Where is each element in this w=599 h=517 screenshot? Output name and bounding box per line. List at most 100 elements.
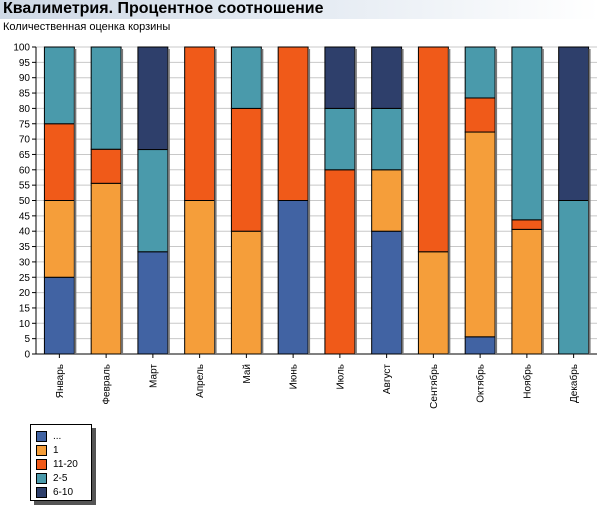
x-tick-label: Сентябрь	[428, 364, 440, 409]
bar-segment	[43, 123, 75, 201]
y-tick-label: 80	[19, 104, 31, 115]
y-tick-label: 90	[19, 73, 31, 84]
y-tick-label: 100	[13, 43, 30, 54]
bar-segment	[230, 46, 262, 109]
legend-label: ...	[53, 430, 62, 442]
bar-segment	[277, 200, 309, 355]
legend-label: 1	[53, 444, 59, 456]
bar-segment	[558, 46, 590, 201]
y-tick-label: 30	[19, 257, 31, 268]
bar-segment	[90, 46, 122, 150]
y-tick-label: 5	[24, 334, 30, 345]
bar-shadow	[401, 49, 404, 354]
bar-segment	[324, 46, 356, 109]
bar-shadow	[214, 49, 217, 354]
bar-segment	[43, 276, 75, 355]
legend-item: ...	[36, 429, 61, 443]
y-tick-label: 65	[19, 150, 31, 161]
bar-segment	[417, 251, 449, 355]
bar-segment	[230, 107, 262, 232]
y-tick-label: 40	[19, 227, 31, 238]
bar-segment	[511, 219, 543, 230]
bar-segment	[371, 107, 403, 171]
y-tick-label: 60	[19, 165, 31, 176]
legend-swatch	[36, 444, 47, 456]
bar-segment	[184, 200, 216, 355]
y-tick-label: 75	[19, 119, 31, 130]
bar-segment	[43, 46, 75, 125]
bar-shadow	[354, 49, 357, 354]
bar-shadow	[167, 49, 170, 354]
legend: ... 1 11-20 2-5 6-10	[30, 424, 92, 501]
bar-shadow	[541, 49, 544, 354]
bar-segment	[137, 46, 169, 151]
legend-label: 6-10	[53, 486, 74, 498]
x-tick-label: Январь	[55, 364, 66, 398]
chart-title: Квалиметрия. Процентное соотношение	[3, 0, 324, 17]
bar-segment	[464, 336, 496, 355]
bar-segment	[464, 97, 496, 133]
bar-shadow	[121, 49, 124, 354]
y-tick-label: 50	[19, 196, 31, 207]
y-tick-label: 35	[19, 242, 31, 253]
legend-item: 2-5	[36, 471, 67, 485]
x-tick-label: Ноябрь	[521, 364, 533, 399]
bar-shadow	[588, 49, 591, 354]
x-tick-label: Май	[242, 364, 253, 384]
x-tick-label: Октябрь	[475, 364, 487, 403]
bar-segment	[371, 169, 403, 232]
x-tick-label: Июль	[335, 364, 346, 390]
legend-item: 6-10	[36, 485, 73, 499]
x-tick-label: Июнь	[289, 364, 300, 389]
x-tick-label: Март	[148, 364, 159, 388]
bar-segment	[137, 251, 169, 355]
legend-item: 1	[36, 443, 59, 457]
x-tick-label: Август	[382, 364, 393, 395]
x-tick-label: Февраль	[102, 364, 113, 405]
y-tick-label: 85	[19, 89, 31, 100]
y-tick-label: 10	[19, 319, 31, 330]
bar-segment	[43, 200, 75, 278]
legend-label: 2-5	[53, 472, 68, 484]
legend-label: 11-20	[53, 458, 78, 470]
bar-segment	[277, 46, 309, 201]
bar-segment	[324, 107, 356, 171]
y-tick-label: 0	[24, 350, 30, 361]
y-tick-label: 95	[19, 58, 31, 69]
bar-shadow	[308, 49, 311, 354]
y-tick-label: 15	[19, 303, 31, 314]
y-tick-label: 45	[19, 211, 31, 222]
bar-segment	[558, 200, 590, 355]
chart-header	[0, 0, 599, 19]
legend-swatch	[36, 486, 47, 498]
y-tick-label: 20	[19, 288, 31, 299]
chart-subtitle: Количественная оценка корзины	[3, 21, 171, 33]
y-tick-label: 70	[19, 135, 31, 146]
y-tick-label: 55	[19, 181, 31, 192]
bar-segment	[230, 230, 262, 355]
bar-segment	[511, 228, 543, 355]
bar-segment	[464, 131, 496, 338]
bar-segment	[324, 169, 356, 355]
bar-segment	[371, 230, 403, 355]
legend-swatch	[36, 472, 47, 484]
bar-segment	[464, 46, 496, 99]
legend-swatch	[36, 458, 47, 470]
bar-shadow	[448, 49, 451, 354]
bar-segment	[511, 46, 543, 221]
bar-segment	[137, 149, 169, 253]
x-tick-label: Апрель	[195, 364, 206, 398]
x-tick-label: Декабрь	[568, 364, 580, 403]
bar-shadow	[74, 49, 77, 354]
bar-segment	[90, 182, 122, 355]
legend-item: 11-20	[36, 457, 78, 471]
bar-segment	[371, 46, 403, 109]
bar-segment	[417, 46, 449, 253]
bar-shadow	[495, 49, 498, 354]
bar-shadow	[261, 49, 264, 354]
legend-swatch	[36, 430, 47, 442]
bar-segment	[90, 148, 122, 184]
bar-segment	[184, 46, 216, 201]
y-tick-label: 25	[19, 273, 31, 284]
